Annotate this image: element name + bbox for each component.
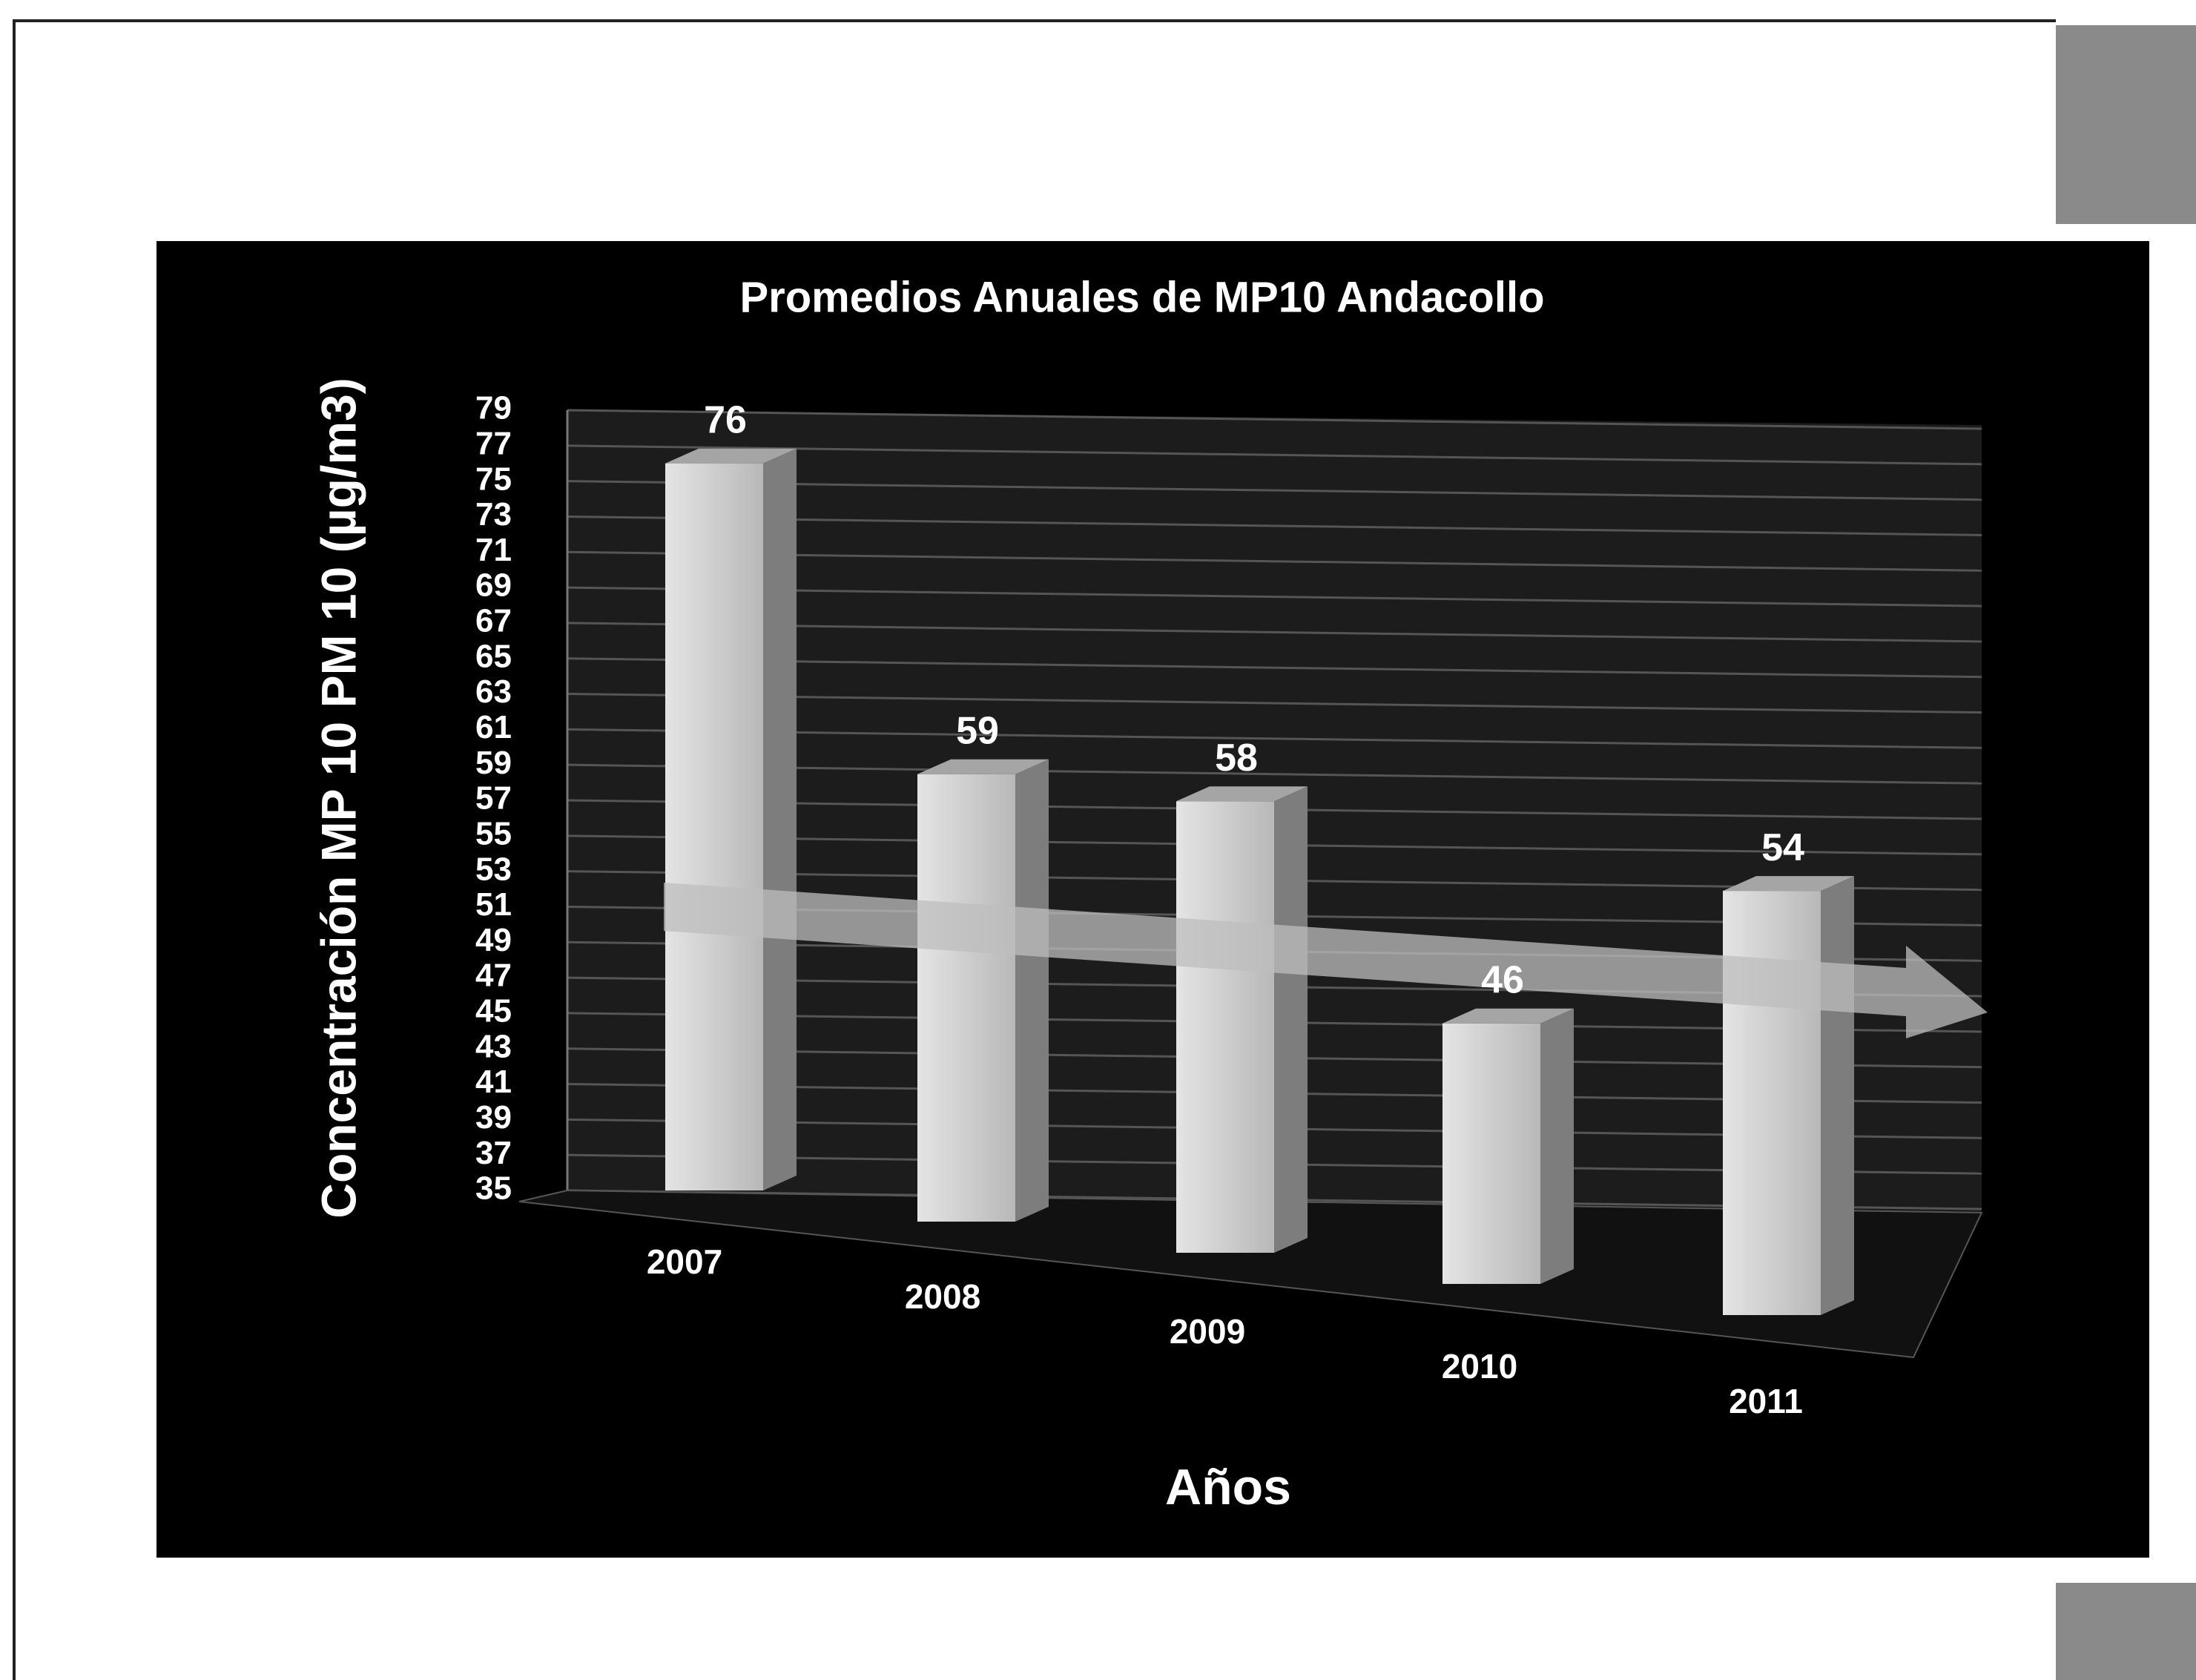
frame	[13, 19, 2056, 1680]
y-tick-label: 41	[475, 1064, 512, 1100]
grid-line	[567, 444, 1982, 466]
bar-top	[1442, 1008, 1574, 1024]
labels: 3537394143454749515355575961636567697173…	[475, 390, 1804, 1421]
y-tick-label: 51	[475, 886, 512, 923]
corner-block	[2056, 25, 2196, 224]
data-label: 76	[704, 398, 747, 441]
grid-line	[567, 550, 1982, 572]
y-tick-label: 57	[475, 780, 512, 817]
y-tick-label: 35	[475, 1170, 512, 1207]
y-tick-label: 71	[475, 532, 512, 568]
bar-top	[1176, 786, 1308, 802]
y-tick-label: 79	[475, 390, 512, 426]
grid-line	[567, 622, 1982, 643]
grid-line	[567, 586, 1982, 607]
x-tick-label: 2011	[1729, 1382, 1803, 1420]
chart-title: Promedios Anuales de MP10 Andacollo	[739, 273, 1544, 321]
grid-line	[567, 657, 1982, 679]
corner-block	[2056, 1583, 2196, 1680]
data-label: 58	[1215, 737, 1258, 780]
x-tick-label: 2007	[647, 1242, 722, 1281]
x-tick-label: 2010	[1442, 1347, 1517, 1386]
x-tick-label: 2009	[1170, 1312, 1245, 1351]
y-tick-label: 53	[475, 851, 512, 887]
bar-side	[1821, 876, 1854, 1315]
y-tick-label: 77	[475, 425, 512, 461]
y-tick-label: 49	[475, 922, 512, 958]
grid-line	[567, 728, 1982, 749]
grid-line	[567, 693, 1982, 714]
grid-line	[567, 480, 1982, 501]
bar	[1442, 1023, 1540, 1284]
bar-side	[1540, 1008, 1574, 1284]
trend-arrow	[664, 883, 1988, 1038]
bar-side	[763, 448, 797, 1190]
y-tick-label: 45	[475, 993, 512, 1030]
y-tick-label: 43	[475, 1028, 512, 1064]
bar-side	[1274, 786, 1308, 1253]
y-tick-label: 55	[475, 815, 512, 851]
data-label: 59	[956, 710, 999, 753]
bar	[917, 774, 1015, 1222]
y-tick-label: 65	[475, 638, 512, 674]
y-tick-label: 59	[475, 745, 512, 781]
grid-line	[567, 515, 1982, 536]
y-tick-label: 69	[475, 567, 512, 604]
y-tick-label: 47	[475, 958, 512, 994]
y-tick-label: 75	[475, 461, 512, 497]
grid-line	[567, 409, 1982, 430]
y-axis-title: Concentración MP 10 PM 10 (µg/m3)	[311, 378, 366, 1218]
y-tick-label: 39	[475, 1099, 512, 1136]
bar-top	[1723, 876, 1854, 892]
y-tick-label: 37	[475, 1135, 512, 1171]
bar-side	[1015, 759, 1049, 1222]
data-label: 46	[1481, 959, 1524, 1002]
y-tick-label: 67	[475, 603, 512, 639]
y-tick-label: 61	[475, 709, 512, 745]
x-axis-title: Años	[1165, 1459, 1291, 1515]
y-tick-label: 73	[475, 496, 512, 533]
bar	[665, 463, 763, 1190]
bar	[1176, 801, 1274, 1253]
data-label: 54	[1761, 826, 1804, 869]
x-tick-label: 2008	[905, 1277, 980, 1316]
bar-top	[665, 448, 797, 464]
y-tick-label: 63	[475, 673, 512, 710]
grid-line	[567, 763, 1982, 785]
bar-top	[917, 759, 1049, 774]
bar	[1723, 891, 1821, 1315]
